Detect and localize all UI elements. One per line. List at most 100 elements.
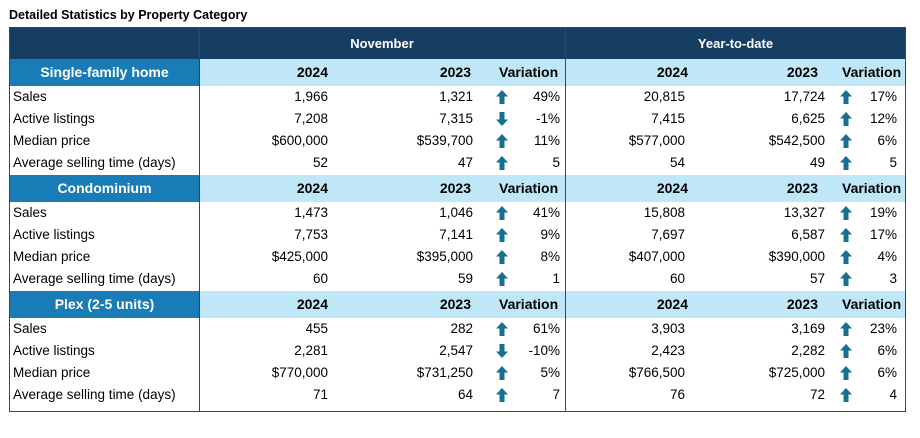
value-nov-2023: $539,700 [416, 133, 473, 148]
value-ytd-2024: 20,815 [643, 89, 685, 104]
table-row: Median price $425,000 $395,000 8% $407,000 $3… [10, 246, 905, 268]
value-ytd-2024: 2,423 [651, 343, 685, 358]
value-nov-2023: $395,000 [416, 249, 473, 264]
table-header: November Year-to-date [10, 28, 905, 59]
row-label: Median price [13, 249, 91, 264]
table-row: Average selling time (days) 71 64 7 76 72 4 [10, 384, 905, 406]
table-row: Average selling time (days) 60 59 1 60 57 3 [10, 268, 905, 290]
november-header: November [350, 36, 414, 51]
arrow-up-icon [840, 250, 852, 264]
value-ytd-2023: 72 [809, 387, 825, 402]
value-ytd-2024: 15,808 [643, 205, 685, 220]
arrow-up-icon [840, 228, 852, 242]
value-nov-2023: 47 [457, 155, 473, 170]
value-ytd-2023: 6,625 [791, 111, 825, 126]
variation-ytd: 17% [869, 89, 897, 104]
value-ytd-2024: 60 [669, 271, 685, 286]
section-header: Condominium 2024 2023 Variation 2024 2023 Vari… [10, 175, 905, 202]
arrow-up-icon [496, 228, 508, 242]
arrow-up-icon [496, 250, 508, 264]
section-label: Condominium [10, 175, 199, 202]
arrow-down-icon [496, 344, 508, 358]
row-label: Active listings [13, 111, 95, 126]
variation-ytd: 17% [869, 227, 897, 242]
value-nov-2024: 52 [312, 155, 328, 170]
column-header-nov-variation: Variation [499, 64, 559, 80]
table-row: Active listings 7,753 7,141 9% 7,697 6,587 17% [10, 224, 905, 246]
arrow-up-icon [840, 344, 852, 358]
variation-ytd: 23% [869, 321, 897, 336]
value-ytd-2023: 3,169 [791, 321, 825, 336]
variation-nov: -1% [535, 111, 560, 126]
value-nov-2024: 71 [312, 387, 328, 402]
variation-nov: 61% [532, 321, 560, 336]
row-label: Active listings [13, 227, 95, 242]
page-title: Detailed Statistics by Property Category [9, 8, 248, 22]
column-header-nov-2023: 2023 [439, 64, 471, 80]
column-header-nov-2024: 2024 [296, 64, 328, 80]
arrow-down-icon [496, 112, 508, 126]
value-ytd-2024: $766,500 [628, 365, 685, 380]
section-band [199, 175, 905, 202]
value-ytd-2023: $725,000 [768, 365, 825, 380]
arrow-up-icon [840, 156, 852, 170]
column-header-nov-variation: Variation [499, 180, 559, 196]
section-band [199, 291, 905, 318]
arrow-up-icon [496, 90, 508, 104]
arrow-up-icon [840, 366, 852, 380]
row-label: Average selling time (days) [13, 387, 176, 402]
arrow-up-icon [840, 112, 852, 126]
value-ytd-2023: 2,282 [791, 343, 825, 358]
ytd-header: Year-to-date [697, 36, 774, 51]
value-ytd-2024: $577,000 [628, 133, 685, 148]
arrow-up-icon [496, 366, 508, 380]
table-row: Active listings 2,281 2,547 -10% 2,423 2,282 6… [10, 340, 905, 362]
column-header-ytd-variation: Variation [842, 64, 902, 80]
variation-ytd: 12% [869, 111, 897, 126]
table-row: Active listings 7,208 7,315 -1% 7,415 6,625 12… [10, 108, 905, 130]
arrow-up-icon [496, 322, 508, 336]
value-nov-2023: 64 [457, 387, 473, 402]
variation-nov: 41% [532, 205, 560, 220]
value-nov-2023: 59 [457, 271, 473, 286]
table-row: Median price $770,000 $731,250 5% $766,500 $7… [10, 362, 905, 384]
variation-nov: 7 [552, 387, 560, 402]
arrow-up-icon [840, 134, 852, 148]
value-nov-2024: 455 [305, 321, 328, 336]
variation-ytd: 3 [889, 271, 897, 286]
value-ytd-2024: 76 [669, 387, 685, 402]
section-header: Plex (2-5 units) 2024 2023 Variation 2024 202… [10, 291, 905, 318]
section-band [199, 59, 905, 86]
variation-nov: 9% [540, 227, 560, 242]
column-header-ytd-2024: 2024 [656, 64, 688, 80]
column-header-nov-2024: 2024 [296, 180, 328, 196]
variation-ytd: 4% [877, 249, 897, 264]
arrow-up-icon [840, 272, 852, 286]
arrow-up-icon [496, 272, 508, 286]
arrow-up-icon [840, 388, 852, 402]
section-header: Single-family home 2024 2023 Variation 2024 2… [10, 59, 905, 86]
column-header-ytd-2023: 2023 [786, 296, 818, 312]
arrow-up-icon [496, 134, 508, 148]
table-row: Sales 1,473 1,046 41% 15,808 13,327 19% [10, 202, 905, 224]
value-nov-2024: 7,753 [294, 227, 328, 242]
value-nov-2024: $425,000 [271, 249, 328, 264]
row-label: Sales [13, 321, 47, 336]
column-header-ytd-variation: Variation [842, 180, 902, 196]
arrow-up-icon [840, 322, 852, 336]
value-nov-2023: 1,321 [439, 89, 473, 104]
table-row: Sales 1,966 1,321 49% 20,815 17,724 17% [10, 86, 905, 108]
column-header-ytd-2023: 2023 [786, 64, 818, 80]
value-nov-2024: 7,208 [294, 111, 328, 126]
column-header-nov-2023: 2023 [439, 180, 471, 196]
value-nov-2024: 1,966 [294, 89, 328, 104]
value-ytd-2023: $390,000 [768, 249, 825, 264]
variation-ytd: 6% [877, 133, 897, 148]
value-nov-2024: $770,000 [271, 365, 328, 380]
value-ytd-2024: 7,415 [651, 111, 685, 126]
variation-nov: -10% [528, 343, 560, 358]
row-label: Median price [13, 133, 91, 148]
variation-nov: 49% [532, 89, 560, 104]
value-ytd-2024: 54 [669, 155, 685, 170]
row-label: Average selling time (days) [13, 271, 176, 286]
